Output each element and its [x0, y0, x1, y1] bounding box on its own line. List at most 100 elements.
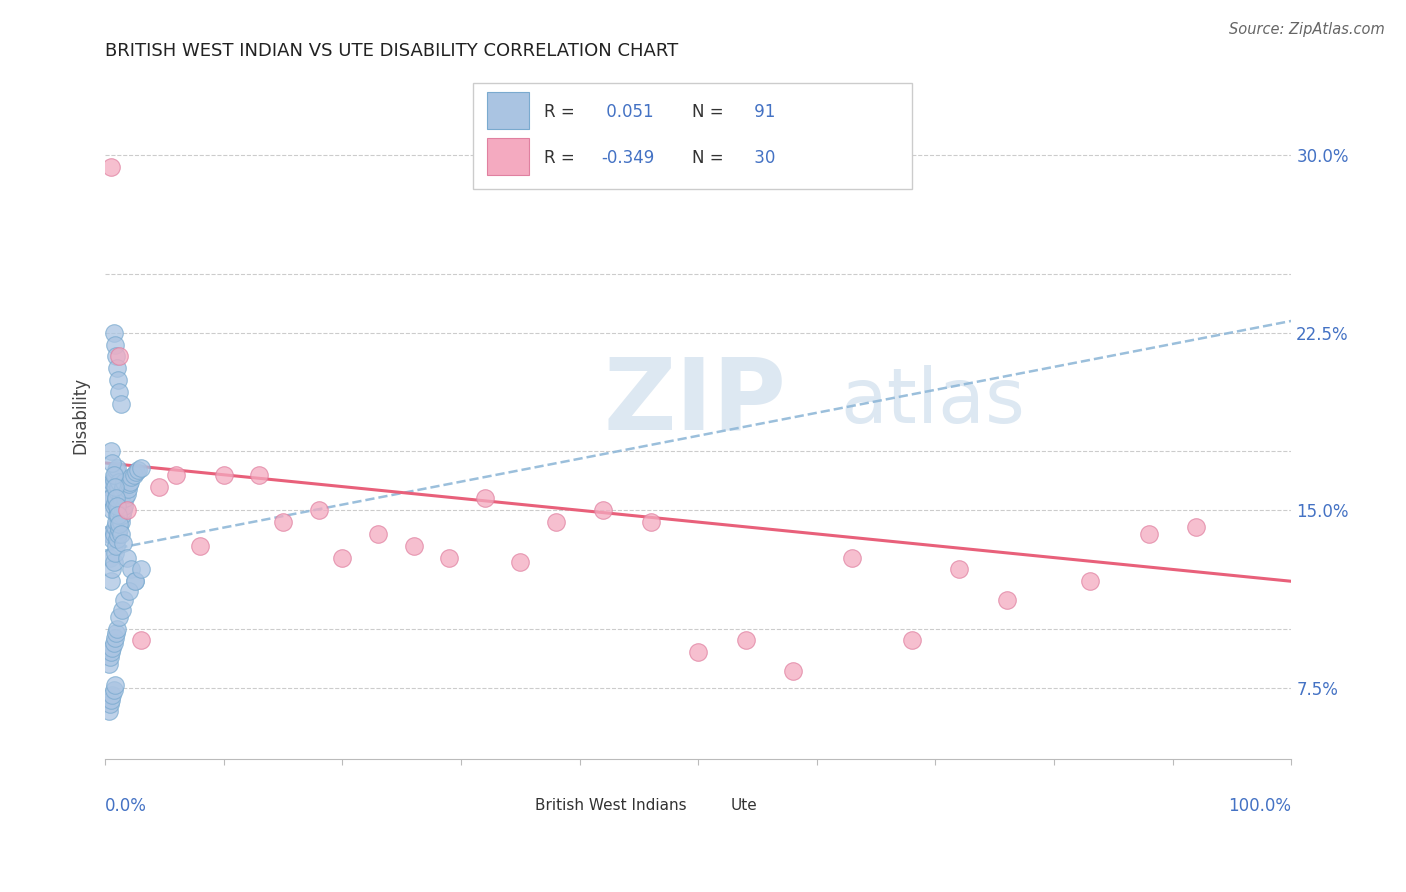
Point — [118, 583, 141, 598]
Y-axis label: Disability: Disability — [72, 377, 89, 454]
Point — [124, 574, 146, 589]
Point — [148, 480, 170, 494]
Point — [104, 480, 127, 494]
Point — [103, 527, 125, 541]
Point — [107, 480, 129, 494]
Text: N =: N = — [692, 103, 730, 121]
FancyBboxPatch shape — [491, 799, 526, 825]
Point — [112, 593, 135, 607]
Point — [105, 508, 128, 522]
Point — [103, 467, 125, 482]
Point — [104, 491, 127, 506]
Text: R =: R = — [544, 149, 581, 167]
Point — [107, 527, 129, 541]
Text: Source: ZipAtlas.com: Source: ZipAtlas.com — [1229, 22, 1385, 37]
Point — [97, 657, 120, 672]
Point — [100, 527, 122, 541]
Point — [544, 515, 567, 529]
Point — [129, 562, 152, 576]
Point — [332, 550, 354, 565]
Point — [100, 160, 122, 174]
Point — [127, 463, 149, 477]
Point — [111, 480, 134, 494]
Point — [104, 515, 127, 529]
Point — [107, 503, 129, 517]
FancyBboxPatch shape — [686, 799, 723, 825]
Point — [105, 499, 128, 513]
Point — [104, 546, 127, 560]
Point — [120, 470, 142, 484]
Point — [100, 645, 122, 659]
Point — [103, 326, 125, 340]
Point — [100, 574, 122, 589]
Point — [108, 475, 131, 489]
Text: atlas: atlas — [841, 365, 1025, 439]
Point — [104, 678, 127, 692]
Point — [474, 491, 496, 506]
Point — [105, 460, 128, 475]
Point — [271, 515, 294, 529]
Text: Ute: Ute — [730, 798, 756, 813]
Text: N =: N = — [692, 149, 730, 167]
Point — [105, 622, 128, 636]
Text: BRITISH WEST INDIAN VS UTE DISABILITY CORRELATION CHART: BRITISH WEST INDIAN VS UTE DISABILITY CO… — [105, 42, 679, 60]
Point — [104, 520, 127, 534]
Text: 0.0%: 0.0% — [105, 797, 148, 814]
Point — [104, 626, 127, 640]
Point — [129, 633, 152, 648]
Point — [509, 555, 531, 569]
Point — [97, 705, 120, 719]
Point — [98, 550, 121, 565]
Point — [115, 503, 138, 517]
Point — [592, 503, 614, 517]
Point — [104, 539, 127, 553]
Point — [129, 460, 152, 475]
Point — [101, 456, 124, 470]
Point — [111, 503, 134, 517]
Point — [308, 503, 330, 517]
Text: British West Indians: British West Indians — [534, 798, 686, 813]
Point — [101, 475, 124, 489]
Text: 100.0%: 100.0% — [1229, 797, 1291, 814]
Point — [111, 484, 134, 499]
Point — [1078, 574, 1101, 589]
FancyBboxPatch shape — [486, 137, 529, 176]
Text: 91: 91 — [749, 103, 776, 121]
Point — [103, 499, 125, 513]
Text: 0.051: 0.051 — [600, 103, 654, 121]
Point — [104, 467, 127, 482]
Point — [108, 522, 131, 536]
Point — [101, 532, 124, 546]
Point — [212, 467, 235, 482]
Point — [734, 633, 756, 648]
Point — [125, 466, 148, 480]
Point — [249, 467, 271, 482]
FancyBboxPatch shape — [486, 92, 529, 129]
Point — [105, 484, 128, 499]
Text: R =: R = — [544, 103, 581, 121]
Point — [104, 631, 127, 645]
Point — [110, 515, 132, 529]
Point — [101, 640, 124, 655]
Point — [112, 475, 135, 489]
Point — [101, 688, 124, 702]
Point — [97, 527, 120, 541]
Point — [101, 562, 124, 576]
Point — [103, 636, 125, 650]
Point — [114, 491, 136, 506]
Point — [98, 698, 121, 712]
Point — [117, 482, 139, 496]
Point — [110, 397, 132, 411]
Point — [948, 562, 970, 576]
Point — [120, 475, 142, 489]
Point — [108, 517, 131, 532]
Point — [640, 515, 662, 529]
Point — [120, 562, 142, 576]
Point — [118, 477, 141, 491]
Point — [105, 532, 128, 546]
Point — [100, 692, 122, 706]
Point — [115, 486, 138, 500]
Point — [104, 496, 127, 510]
Point — [101, 503, 124, 517]
Point — [108, 499, 131, 513]
